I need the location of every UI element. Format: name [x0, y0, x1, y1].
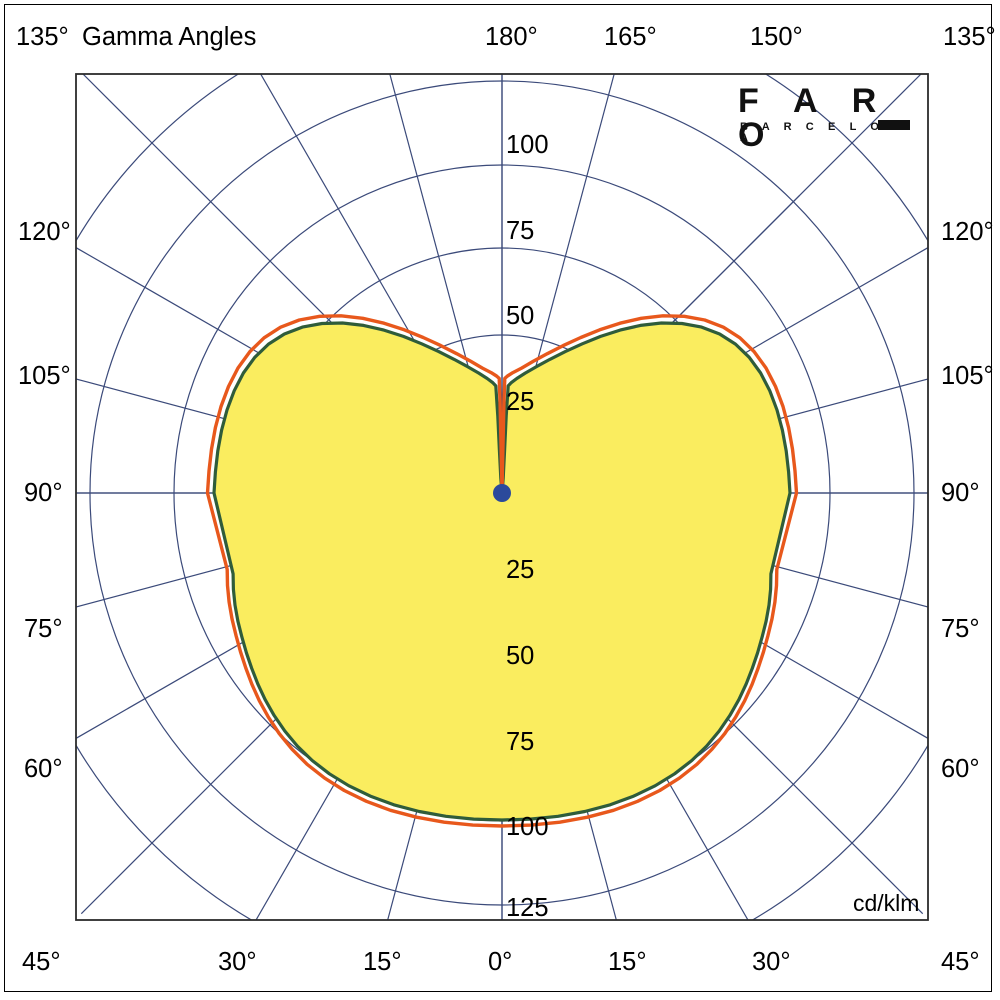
radial-tick-down-50: 50 [506, 642, 535, 670]
axis-label-bottom-0: 0° [488, 948, 513, 976]
axis-label-bottom-right-30: 30° [752, 948, 791, 976]
axis-label-top-right: 135° [943, 23, 996, 51]
center-origin-dot [493, 484, 511, 502]
faro-logo-tagline: B A R C E L O N A [740, 121, 907, 144]
axis-label-right-60: 60° [941, 755, 980, 783]
axis-label-bottom-left-30: 30° [218, 948, 257, 976]
faro-logo: F A R O B A R C E L O N A [738, 84, 910, 152]
axis-label-right-75: 75° [941, 615, 980, 643]
faro-logo-brand: F A R O [738, 82, 890, 154]
axis-label-bottom-right-45: 45° [941, 948, 980, 976]
radial-tick-down-75: 75 [506, 728, 535, 756]
axis-label-right-105: 105° [941, 362, 994, 390]
faro-logo-bar [878, 120, 910, 130]
axis-label-left-105: 105° [18, 362, 71, 390]
radial-tick-down-125: 125 [506, 894, 549, 922]
radial-tick-up-75: 75 [506, 217, 535, 245]
radial-tick-up-25: 25 [506, 388, 535, 416]
page-title: Gamma Angles [82, 23, 257, 51]
radial-tick-up-100: 100 [506, 131, 549, 159]
axis-label-top-180: 180° [485, 23, 538, 51]
axis-label-left-90: 90° [24, 479, 63, 507]
axis-label-bottom-right-15: 15° [608, 948, 647, 976]
axis-label-left-120: 120° [18, 218, 71, 246]
axis-label-left-75: 75° [24, 615, 63, 643]
radial-tick-down-100: 100 [506, 813, 549, 841]
axis-label-right-120: 120° [941, 218, 994, 246]
axis-label-bottom-left-45: 45° [22, 948, 61, 976]
plot-frame [75, 73, 929, 921]
axis-label-top-150: 150° [750, 23, 803, 51]
radial-tick-up-50: 50 [506, 302, 535, 330]
axis-label-top-left: 135° [16, 23, 69, 51]
axis-label-top-165: 165° [604, 23, 657, 51]
axis-label-bottom-left-15: 15° [363, 948, 402, 976]
axis-label-left-60: 60° [24, 755, 63, 783]
axis-label-right-90: 90° [941, 479, 980, 507]
radial-tick-down-25: 25 [506, 556, 535, 584]
unit-label: cd/klm [853, 890, 920, 916]
